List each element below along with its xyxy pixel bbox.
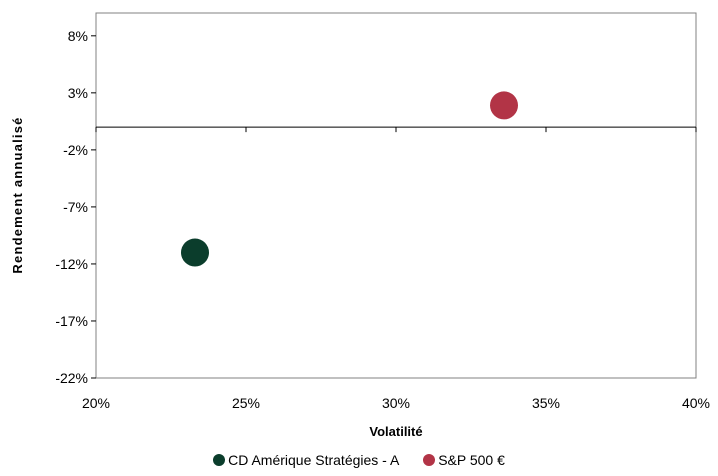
y-tick-label: -7% [63,199,88,215]
legend-item-fund: CD Amérique Stratégies - A [213,452,399,468]
y-tick-label: -2% [63,142,88,158]
y-tick-label: -17% [55,313,88,329]
y-tick-label: 8% [68,28,88,44]
x-tick-label: 35% [532,395,560,411]
y-tick-label: -22% [55,370,88,386]
data-point-benchmark [490,91,518,120]
plot-area [95,12,697,379]
legend-label-fund: CD Amérique Stratégies - A [228,452,400,468]
x-axis-title: Volatilité [369,424,422,439]
x-tick-label: 30% [382,395,410,411]
legend-marker-benchmark [423,454,436,466]
y-tick-label: 3% [68,85,88,101]
x-tick-label: 40% [682,395,710,411]
x-tick-label: 20% [82,395,110,411]
legend: CD Amérique Stratégies - A S&P 500 € [0,452,718,468]
legend-label-benchmark: S&P 500 € [438,452,505,468]
y-axis-title: Rendement annualisé [10,116,25,273]
legend-item-benchmark: S&P 500 € [423,452,505,468]
data-point-fund [181,238,209,267]
y-tick-label: -12% [55,256,88,272]
legend-marker-fund [213,454,226,466]
x-tick-label: 25% [232,395,260,411]
